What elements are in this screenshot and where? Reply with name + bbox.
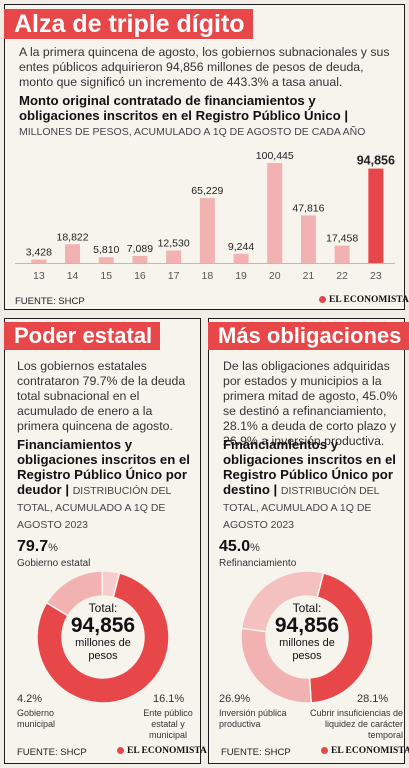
panel3-logo-text: EL ECONOMISTA xyxy=(331,746,409,756)
panel2-source: FUENTE: SHCP xyxy=(17,747,87,758)
bar-19 xyxy=(233,253,249,263)
bar-15 xyxy=(98,257,114,263)
label-ente-publico: Ente público estatal y municipal xyxy=(143,708,193,740)
label-gobierno-municipal: Gobierno municipal xyxy=(17,708,56,729)
donut2-slice-2 xyxy=(101,570,121,599)
x-tick-16: 16 xyxy=(134,270,146,282)
x-tick-15: 15 xyxy=(100,270,112,282)
bar-13 xyxy=(31,259,47,263)
panel3-chart-subtitle: DISTRIBUCIÓN DEL TOTAL, ACUMULADO A 1Q D… xyxy=(223,485,380,531)
pct-gobierno-municipal-value: 4.2 xyxy=(17,693,33,705)
panel3-source: FUENTE: SHCP xyxy=(221,747,291,758)
bar-value-label-20: 100,445 xyxy=(256,150,294,162)
label-gobierno-estatal: Gobierno estatal xyxy=(17,558,91,569)
x-tick-23: 23 xyxy=(370,270,382,282)
pct-gobierno-estatal-value: 79.7 xyxy=(17,538,49,555)
panel3-chart-title: Financiamientos y obligaciones inscritos… xyxy=(223,437,401,533)
pct-ente-publico: 16.1% xyxy=(153,693,185,705)
panel1-chart-title-text: Monto original contratado de financiamie… xyxy=(19,93,349,123)
panel3-center-value: 94,856 xyxy=(274,614,340,637)
panel2-chart-title: Financiamientos y obligaciones inscritos… xyxy=(17,437,197,533)
pct-ente-publico-value: 16.1 xyxy=(153,693,175,705)
label-refinanciamiento: Refinanciamiento xyxy=(219,558,297,569)
bar-chart: 3,428 13 18,822 14 5,810 15 7,089 16 12,530 17 65,… xyxy=(15,150,395,282)
bar-value-label-23: 94,856 xyxy=(357,154,395,168)
bar-20 xyxy=(267,163,283,263)
donut2-slice-0 xyxy=(36,572,170,704)
panel1-logo-text: EL ECONOMISTA xyxy=(329,295,409,305)
panel2-center: Total: 94,856 millones de pesos xyxy=(53,601,153,663)
bar-18 xyxy=(199,198,215,263)
panel1-lead: A la primera quincena de agosto, los gob… xyxy=(19,45,390,89)
bar-21 xyxy=(300,215,316,263)
x-tick-20: 20 xyxy=(269,270,281,282)
logo-dot-icon xyxy=(117,747,124,754)
pct-liquidez: 28.1% xyxy=(357,693,389,705)
panel2-chart-subtitle: DISTRIBUCIÓN DEL TOTAL, ACUMULADO A 1Q D… xyxy=(17,485,171,531)
panel2-lead: Los gobiernos estatales contrataron 79.7… xyxy=(17,359,186,433)
donut3-slice-2 xyxy=(240,570,325,633)
bar-14 xyxy=(65,244,81,263)
panel-mas-obligaciones: Más obligaciones De las obligaciones adq… xyxy=(208,318,409,764)
panel2-chart-title-text: Financiamientos y obligaciones inscritos… xyxy=(17,437,190,497)
panel3-center-unit: millones de pesos xyxy=(279,637,335,662)
bar-value-label-15: 5,810 xyxy=(93,244,119,256)
bar-value-label-13: 3,428 xyxy=(26,247,52,259)
x-tick-21: 21 xyxy=(303,270,315,282)
x-tick-22: 22 xyxy=(336,270,348,282)
bar-17 xyxy=(166,250,182,263)
bar-22 xyxy=(334,245,350,263)
panel1-source: FUENTE: SHCP xyxy=(15,296,85,307)
pct-refinanciamiento: 45.0% xyxy=(219,538,260,555)
donut-chart-destino xyxy=(240,570,374,704)
panel3-center-label: Total: xyxy=(292,601,322,615)
label-liquidez: Cubrir insuficiencias de liquidez de car… xyxy=(309,708,403,740)
panel2-center-label: Total: xyxy=(88,601,118,615)
panel3-center: Total: 94,856 millones de pesos xyxy=(257,601,357,663)
logo-dot-icon xyxy=(319,296,326,303)
panel3-banner: Más obligaciones xyxy=(208,322,409,350)
bar-value-label-14: 18,822 xyxy=(56,231,88,243)
pct-gobierno-municipal: 4.2% xyxy=(17,693,43,705)
panel1-chart-title: Monto original contratado de financiamie… xyxy=(19,93,399,140)
panel1-logo: EL ECONOMISTA xyxy=(319,295,409,305)
donut-chart-deudor xyxy=(36,570,170,704)
panel-poder-estatal: Poder estatal Los gobiernos estatales co… xyxy=(4,318,207,764)
panel2-logo: EL ECONOMISTA xyxy=(117,746,207,756)
panel1-chart-subtitle: MILLONES DE PESOS, ACUMULADO A 1Q DE AGO… xyxy=(19,126,366,138)
panel1-banner: Alza de triple dígito xyxy=(4,9,253,39)
panel2-center-value: 94,856 xyxy=(70,614,136,637)
x-tick-19: 19 xyxy=(235,270,247,282)
bar-value-label-19: 9,244 xyxy=(228,241,254,253)
pct-refinanciamiento-value: 45.0 xyxy=(219,538,251,555)
panel3-logo: EL ECONOMISTA xyxy=(321,746,409,756)
bar-value-label-16: 7,089 xyxy=(127,243,153,255)
panel3-chart-title-text: Financiamientos y obligaciones inscritos… xyxy=(223,437,396,497)
label-inversion: Inversión pública productiva xyxy=(219,708,287,729)
panel2-logo-text: EL ECONOMISTA xyxy=(127,746,207,756)
bar-16 xyxy=(132,255,148,263)
bar-value-label-22: 17,458 xyxy=(326,233,358,245)
logo-dot-icon xyxy=(321,747,328,754)
bar-value-label-17: 12,530 xyxy=(158,238,190,250)
bar-value-label-21: 47,816 xyxy=(292,202,324,214)
x-tick-13: 13 xyxy=(33,270,45,282)
pct-inversion: 26.9% xyxy=(219,693,251,705)
bar-23 xyxy=(368,168,384,263)
bar-value-label-18: 65,229 xyxy=(191,185,223,197)
panel-alza: Alza de triple dígito A la primera quinc… xyxy=(4,4,409,310)
x-tick-17: 17 xyxy=(168,270,180,282)
pct-gobierno-estatal: 79.7% xyxy=(17,538,58,555)
donut3-slice-0 xyxy=(308,572,374,704)
panel2-center-unit: millones de pesos xyxy=(75,637,131,662)
pct-inversion-value: 26.9 xyxy=(219,693,241,705)
panel2-banner: Poder estatal xyxy=(4,322,161,350)
x-tick-18: 18 xyxy=(202,270,214,282)
pct-liquidez-value: 28.1 xyxy=(357,693,379,705)
x-tick-14: 14 xyxy=(67,270,79,282)
panel3-lead: De las obligaciones adquiridas por estad… xyxy=(223,359,398,448)
